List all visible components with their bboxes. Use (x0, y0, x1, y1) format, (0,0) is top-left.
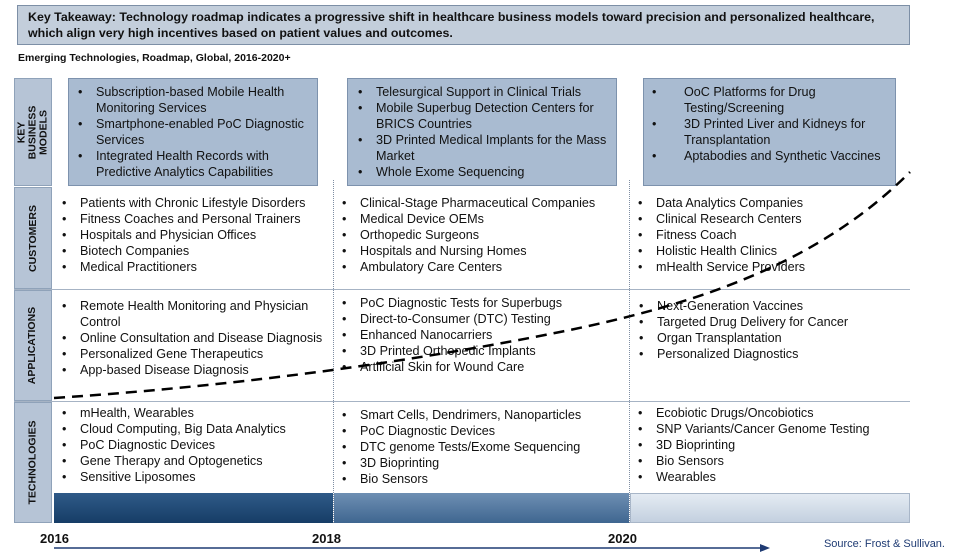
list-item: mHealth, Wearables (60, 405, 330, 421)
applications-list-2018: PoC Diagnostic Tests for Superbugs Direc… (340, 295, 626, 375)
list-item: App-based Disease Diagnosis (60, 362, 330, 378)
list-item: Personalized Gene Therapeutics (60, 346, 330, 362)
list-item: Medical Device OEMs (340, 211, 626, 227)
row-label-key-business-models: KEY BUSINESS MODELS (14, 78, 52, 186)
list-item: Orthopedic Surgeons (340, 227, 626, 243)
year-label-2020: 2020 (608, 531, 637, 546)
customers-list-2018: Clinical-Stage Pharmaceutical Companies … (340, 195, 626, 275)
list-item: Next-Generation Vaccines (637, 298, 907, 314)
technologies-list-2016: mHealth, Wearables Cloud Computing, Big … (60, 405, 330, 485)
applications-list-2020: Next-Generation Vaccines Targeted Drug D… (637, 298, 907, 362)
list-item: Bio Sensors (340, 471, 626, 487)
list-item: Online Consultation and Disease Diagnosi… (60, 330, 330, 346)
list-item: Hospitals and Physician Offices (60, 227, 330, 243)
list-item: Smartphone-enabled PoC Diagnostic Servic… (76, 116, 316, 148)
list-item: 3D Printed Orthopedic Implants (340, 343, 626, 359)
list-item: 3D Bioprinting (340, 455, 626, 471)
row-divider (14, 289, 910, 290)
list-item: Aptabodies and Synthetic Vaccines (650, 148, 894, 164)
list-item: Patients with Chronic Lifestyle Disorder… (60, 195, 330, 211)
technologies-list-2018: Smart Cells, Dendrimers, Nanoparticles P… (340, 407, 626, 487)
list-item: Hospitals and Nursing Homes (340, 243, 626, 259)
list-item: Ecobiotic Drugs/Oncobiotics (636, 405, 906, 421)
list-item: Data Analytics Companies (636, 195, 906, 211)
list-item: Fitness Coach (636, 227, 906, 243)
growth-curve (53, 171, 911, 400)
key-takeaway-banner: Key Takeaway: Technology roadmap indicat… (17, 5, 910, 45)
list-item: Sensitive Liposomes (60, 469, 330, 485)
list-item: Wearables (636, 469, 906, 485)
column-divider (333, 180, 334, 523)
list-item: Medical Practitioners (60, 259, 330, 275)
list-item: OoC Platforms for Drug Testing/Screening (650, 84, 894, 116)
row-label-applications: APPLICATIONS (14, 290, 52, 401)
timeline-bar-2016 (54, 493, 333, 523)
column-divider (629, 180, 630, 523)
source-note: Source: Frost & Sullivan. (823, 538, 945, 550)
list-item: Holistic Health Clinics (636, 243, 906, 259)
timeline-bar-2020 (630, 493, 910, 523)
list-item: Artificial Skin for Wound Care (340, 359, 626, 375)
list-item: Organ Transplantation (637, 330, 907, 346)
business-model-list-2020: OoC Platforms for Drug Testing/Screening… (650, 84, 894, 164)
list-item: Clinical Research Centers (636, 211, 906, 227)
list-item: Personalized Diagnostics (637, 346, 907, 362)
list-item: Mobile Superbug Detection Centers for BR… (356, 100, 614, 132)
list-item: Cloud Computing, Big Data Analytics (60, 421, 330, 437)
year-label-2016: 2016 (40, 531, 69, 546)
list-item: Clinical-Stage Pharmaceutical Companies (340, 195, 626, 211)
business-model-list-2016: Subscription-based Mobile Health Monitor… (76, 84, 316, 180)
customers-list-2016: Patients with Chronic Lifestyle Disorder… (60, 195, 330, 275)
list-item: DTC genome Tests/Exome Sequencing (340, 439, 626, 455)
customers-list-2020: Data Analytics Companies Clinical Resear… (636, 195, 906, 275)
list-item: SNP Variants/Cancer Genome Testing (636, 421, 906, 437)
year-label-2018: 2018 (312, 531, 341, 546)
list-item: Integrated Health Records with Predictiv… (76, 148, 316, 180)
list-item: Whole Exome Sequencing (356, 164, 614, 180)
row-label-technologies: TECHNOLOGIES (14, 402, 52, 523)
list-item: PoC Diagnostic Tests for Superbugs (340, 295, 626, 311)
list-item: Direct-to-Consumer (DTC) Testing (340, 311, 626, 327)
list-item: Smart Cells, Dendrimers, Nanoparticles (340, 407, 626, 423)
list-item: Targeted Drug Delivery for Cancer (637, 314, 907, 330)
list-item: 3D Printed Liver and Kidneys for Transpl… (650, 116, 894, 148)
list-item: mHealth Service Providers (636, 259, 906, 275)
chart-subtitle: Emerging Technologies, Roadmap, Global, … (18, 52, 291, 64)
timeline-arrowhead (760, 544, 770, 552)
list-item: PoC Diagnostic Devices (340, 423, 626, 439)
list-item: 3D Printed Medical Implants for the Mass… (356, 132, 614, 164)
list-item: Bio Sensors (636, 453, 906, 469)
row-divider (14, 401, 910, 402)
technologies-list-2020: Ecobiotic Drugs/Oncobiotics SNP Variants… (636, 405, 906, 485)
list-item: Gene Therapy and Optogenetics (60, 453, 330, 469)
list-item: Subscription-based Mobile Health Monitor… (76, 84, 316, 116)
row-label-customers: CUSTOMERS (14, 187, 52, 289)
list-item: Remote Health Monitoring and Physician C… (60, 298, 330, 330)
list-item: Telesurgical Support in Clinical Trials (356, 84, 614, 100)
list-item: 3D Bioprinting (636, 437, 906, 453)
list-item: Fitness Coaches and Personal Trainers (60, 211, 330, 227)
list-item: Ambulatory Care Centers (340, 259, 626, 275)
list-item: PoC Diagnostic Devices (60, 437, 330, 453)
list-item: Enhanced Nanocarriers (340, 327, 626, 343)
business-model-list-2018: Telesurgical Support in Clinical Trials … (356, 84, 614, 180)
applications-list-2016: Remote Health Monitoring and Physician C… (60, 298, 330, 378)
list-item: Biotech Companies (60, 243, 330, 259)
timeline-bar-2018 (334, 493, 629, 523)
